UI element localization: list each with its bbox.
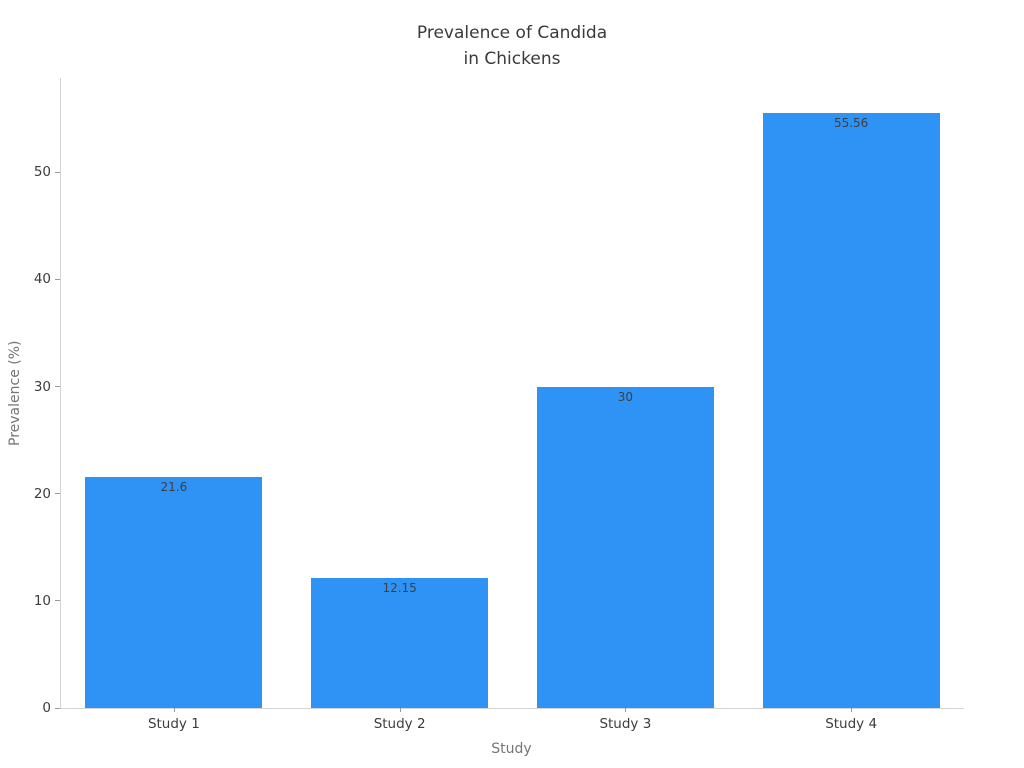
chart-title: Prevalence of Candida in Chickens [416,23,608,69]
x-tick-mark [851,708,853,712]
y-tick-mark [55,171,60,173]
x-tick-label-study-2: Study 2 [373,716,426,732]
y-tick-label: 10 [33,592,51,609]
y-tick-label: 30 [33,378,51,395]
bar-value-label: 12.15 [382,580,417,595]
bar-value-label: 21.6 [160,479,188,494]
y-tick-mark [55,707,60,709]
y-axis-title: Prevalence (%) [7,340,23,446]
y-tick-mark [55,600,60,602]
bar-study-4: 55.56 [762,112,940,708]
bar-study-2: 12.15 [311,577,489,708]
x-axis-title: Study [491,741,532,757]
x-tick-label-study-1: Study 1 [147,716,200,732]
x-tick-mark [173,708,175,712]
bar-value-label: 30 [617,389,633,404]
plot-area: 0 10 20 30 40 50 21.6 12.15 30 55.56 Study 1 Stud… [34,78,964,732]
x-tick-label-study-3: Study 3 [599,716,652,732]
y-tick-label: 50 [33,164,51,181]
bar-study-3: 30 [536,386,714,708]
y-tick-mark [55,386,60,388]
y-tick-mark [55,493,60,495]
y-tick-label: 20 [33,485,51,502]
bar-study-1: 21.6 [85,476,263,708]
y-tick-label: 0 [42,700,51,716]
y-tick-mark [55,278,60,280]
x-tick-mark [625,708,627,712]
x-tick-mark [399,708,401,712]
x-tick-label-study-4: Study 4 [825,716,878,732]
bar-value-label: 55.56 [833,115,869,130]
y-tick-label: 40 [33,271,51,288]
